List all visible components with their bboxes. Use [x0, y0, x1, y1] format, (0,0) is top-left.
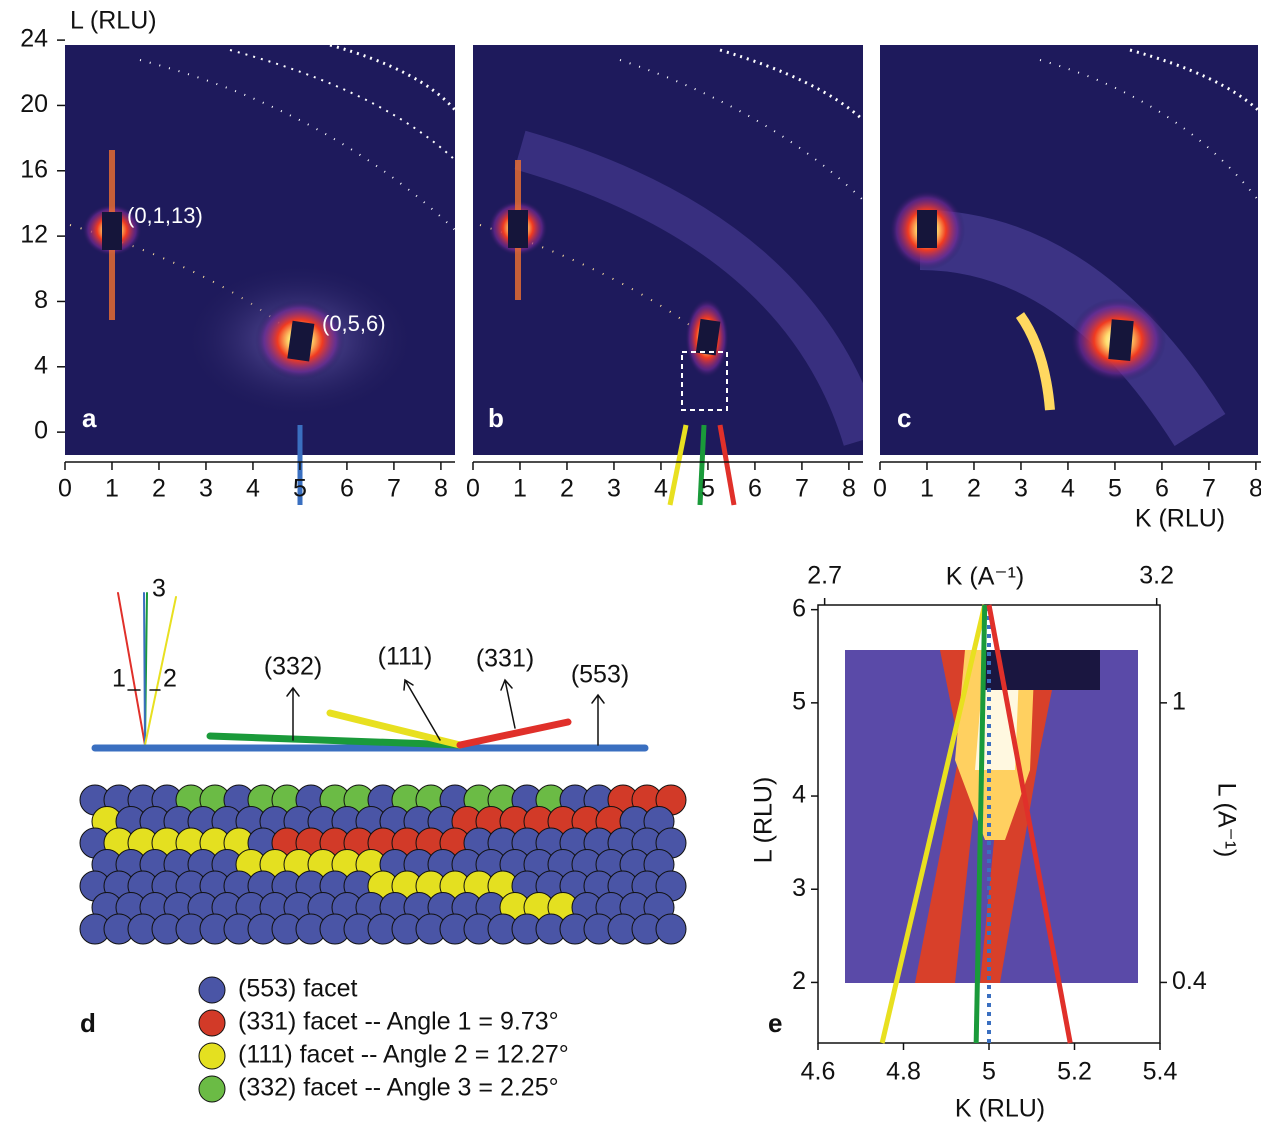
x-tick-label: 4.6 — [801, 1058, 836, 1086]
x-tick-label: 1 — [105, 475, 119, 503]
facet-label: (332) — [264, 653, 322, 681]
legend-label: (332) facet -- Angle 3 = 2.25° — [238, 1074, 559, 1102]
y-tick-label: 20 — [20, 90, 48, 118]
facet-diagram — [91, 592, 649, 752]
y-tick-label: 4 — [792, 781, 806, 809]
legend-label: (111) facet -- Angle 2 = 12.27° — [238, 1041, 569, 1069]
y-tick-label: 4 — [34, 351, 48, 379]
y2-tick-label: 0.4 — [1172, 967, 1207, 995]
x-tick-label: 1 — [513, 475, 527, 503]
x-tick-label: 2 — [560, 475, 574, 503]
rod — [717, 424, 737, 506]
x-tick-label: 8 — [842, 475, 856, 503]
x-tick-label: 5 — [982, 1058, 996, 1086]
x-tick-label: 1 — [920, 475, 934, 503]
x-tick-label: 3 — [1014, 475, 1028, 503]
x-tick-label: 4.8 — [886, 1058, 921, 1086]
x-axis-label: K (RLU) — [955, 1095, 1045, 1123]
x-tick-label: 7 — [387, 475, 401, 503]
x2-tick-label: 2.7 — [807, 562, 842, 590]
x2-tick-label: 3.2 — [1139, 562, 1174, 590]
panel-letter: e — [768, 1008, 782, 1038]
x-tick-label: 4 — [246, 475, 260, 503]
panel-letter: d — [80, 1008, 96, 1038]
x-tick-label: 7 — [1202, 475, 1216, 503]
l-axis-label: L (RLU) — [70, 7, 157, 35]
line — [986, 604, 1073, 1044]
k-axis-label: K (RLU) — [1135, 505, 1225, 533]
peak-label: (0,5,6) — [322, 311, 386, 336]
line — [879, 604, 988, 1044]
y-tick-label: 2 — [792, 967, 806, 995]
x-tick-label: 5 — [293, 475, 307, 503]
rod — [697, 424, 707, 506]
panel-letter: c — [897, 403, 911, 433]
atom — [655, 913, 687, 945]
rod — [667, 424, 689, 506]
angle-label: 1 — [112, 665, 126, 693]
x-tick-label: 0 — [873, 475, 887, 503]
y2-tick-label: 1 — [1172, 687, 1186, 715]
image-b — [473, 45, 863, 455]
line — [973, 604, 988, 1044]
peak-label: (0,1,13) — [127, 203, 203, 228]
image-c — [880, 45, 1258, 455]
angle-label: 2 — [163, 665, 177, 693]
x-tick-label: 3 — [199, 475, 213, 503]
x-tick-label: 6 — [748, 475, 762, 503]
x-tick-label: 6 — [340, 475, 354, 503]
legend-swatch — [198, 1009, 226, 1037]
y-tick-label: 16 — [20, 155, 48, 183]
panel-letter: b — [488, 403, 504, 433]
image-a — [65, 45, 455, 455]
y-tick-label: 0 — [34, 417, 48, 445]
x-tick-label: 5.2 — [1057, 1058, 1092, 1086]
panel-letter: a — [82, 403, 97, 433]
y-tick-label: 3 — [792, 874, 806, 902]
y-axis-label: L (RLU) — [750, 777, 778, 864]
facet-label: (331) — [476, 645, 534, 673]
x-tick-label: 2 — [967, 475, 981, 503]
x-tick-label: 4 — [654, 475, 668, 503]
x-tick-label: 4 — [1061, 475, 1075, 503]
zoom-image — [845, 650, 1138, 983]
legend-swatch — [198, 1075, 226, 1103]
x-tick-label: 6 — [1155, 475, 1169, 503]
legend-label: (331) facet -- Angle 1 = 9.73° — [238, 1008, 559, 1036]
y-tick-label: 8 — [34, 286, 48, 314]
y-tick-label: 24 — [20, 25, 48, 53]
legend-label: (553) facet — [238, 975, 358, 1003]
x-tick-label: 3 — [607, 475, 621, 503]
x-tick-label: 5 — [1108, 475, 1122, 503]
angle-label: 3 — [152, 575, 166, 603]
y-tick-label: 12 — [20, 221, 48, 249]
facet-label: (111) — [378, 643, 433, 671]
x-tick-label: 5 — [701, 475, 715, 503]
y2-axis-label: L (A⁻¹) — [1212, 783, 1240, 858]
y-tick-label: 5 — [792, 687, 806, 715]
x-tick-label: 8 — [434, 475, 448, 503]
x-tick-label: 5.4 — [1143, 1058, 1178, 1086]
x-tick-label: 8 — [1249, 475, 1261, 503]
atom-field — [79, 784, 687, 945]
x-tick-label: 0 — [58, 475, 72, 503]
x-tick-label: 2 — [152, 475, 166, 503]
facet-label: (553) — [571, 661, 629, 689]
legend-swatch — [198, 1042, 226, 1070]
x-tick-label: 7 — [795, 475, 809, 503]
x-tick-label: 0 — [466, 475, 480, 503]
legend-swatch — [198, 976, 226, 1004]
y-tick-label: 6 — [792, 594, 806, 622]
x2-axis-label: K (A⁻¹) — [946, 563, 1024, 591]
